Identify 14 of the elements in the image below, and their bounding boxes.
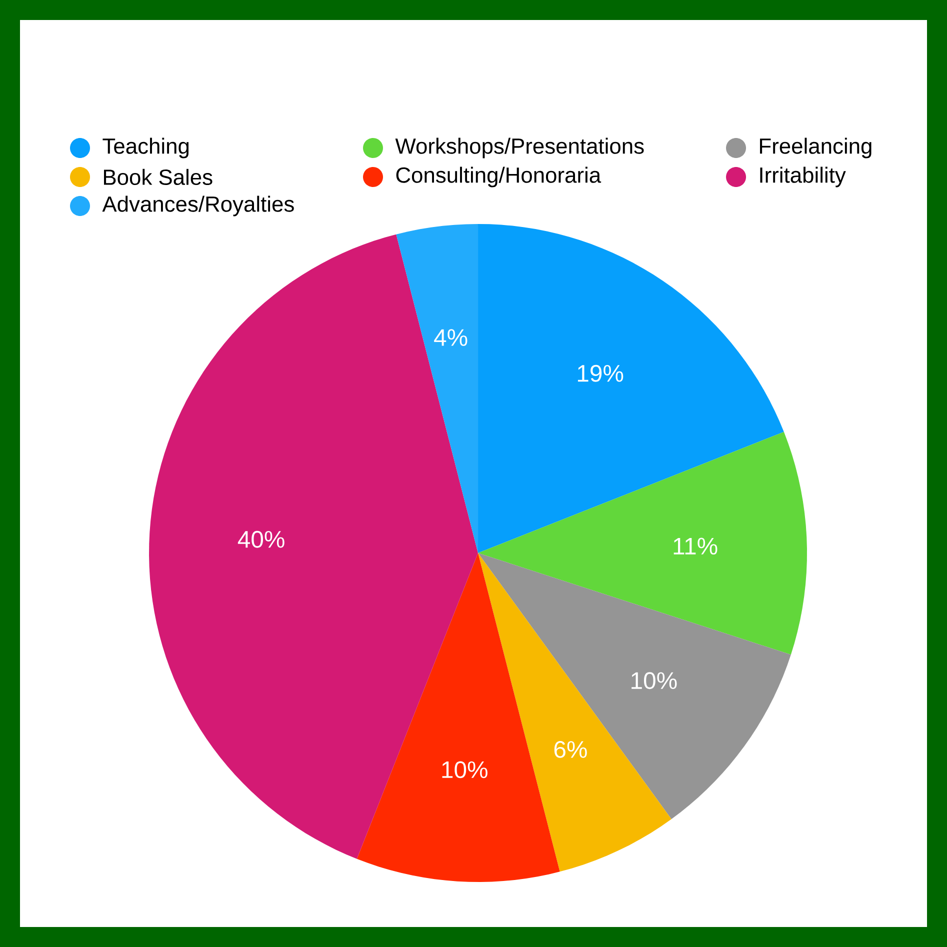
data-label: 19% xyxy=(578,364,624,382)
legend-label: Teaching xyxy=(102,138,189,158)
legend-label: Consulting/Honoraria xyxy=(396,166,602,188)
data-label: 10% xyxy=(632,672,677,690)
data-label: 11% xyxy=(674,538,718,555)
data-label: 40% xyxy=(238,530,284,548)
data-label: 4% xyxy=(434,329,468,346)
data-label: 10% xyxy=(442,761,488,778)
legend-label: Book Sales xyxy=(104,168,212,186)
legend-label: Workshops/Presentations xyxy=(395,138,644,158)
data-label: 6% xyxy=(554,741,587,758)
legend-label: Irritability xyxy=(760,166,846,188)
legend-label: Advances/Royalties xyxy=(102,196,294,216)
legend-label: Freelancing xyxy=(760,138,872,158)
